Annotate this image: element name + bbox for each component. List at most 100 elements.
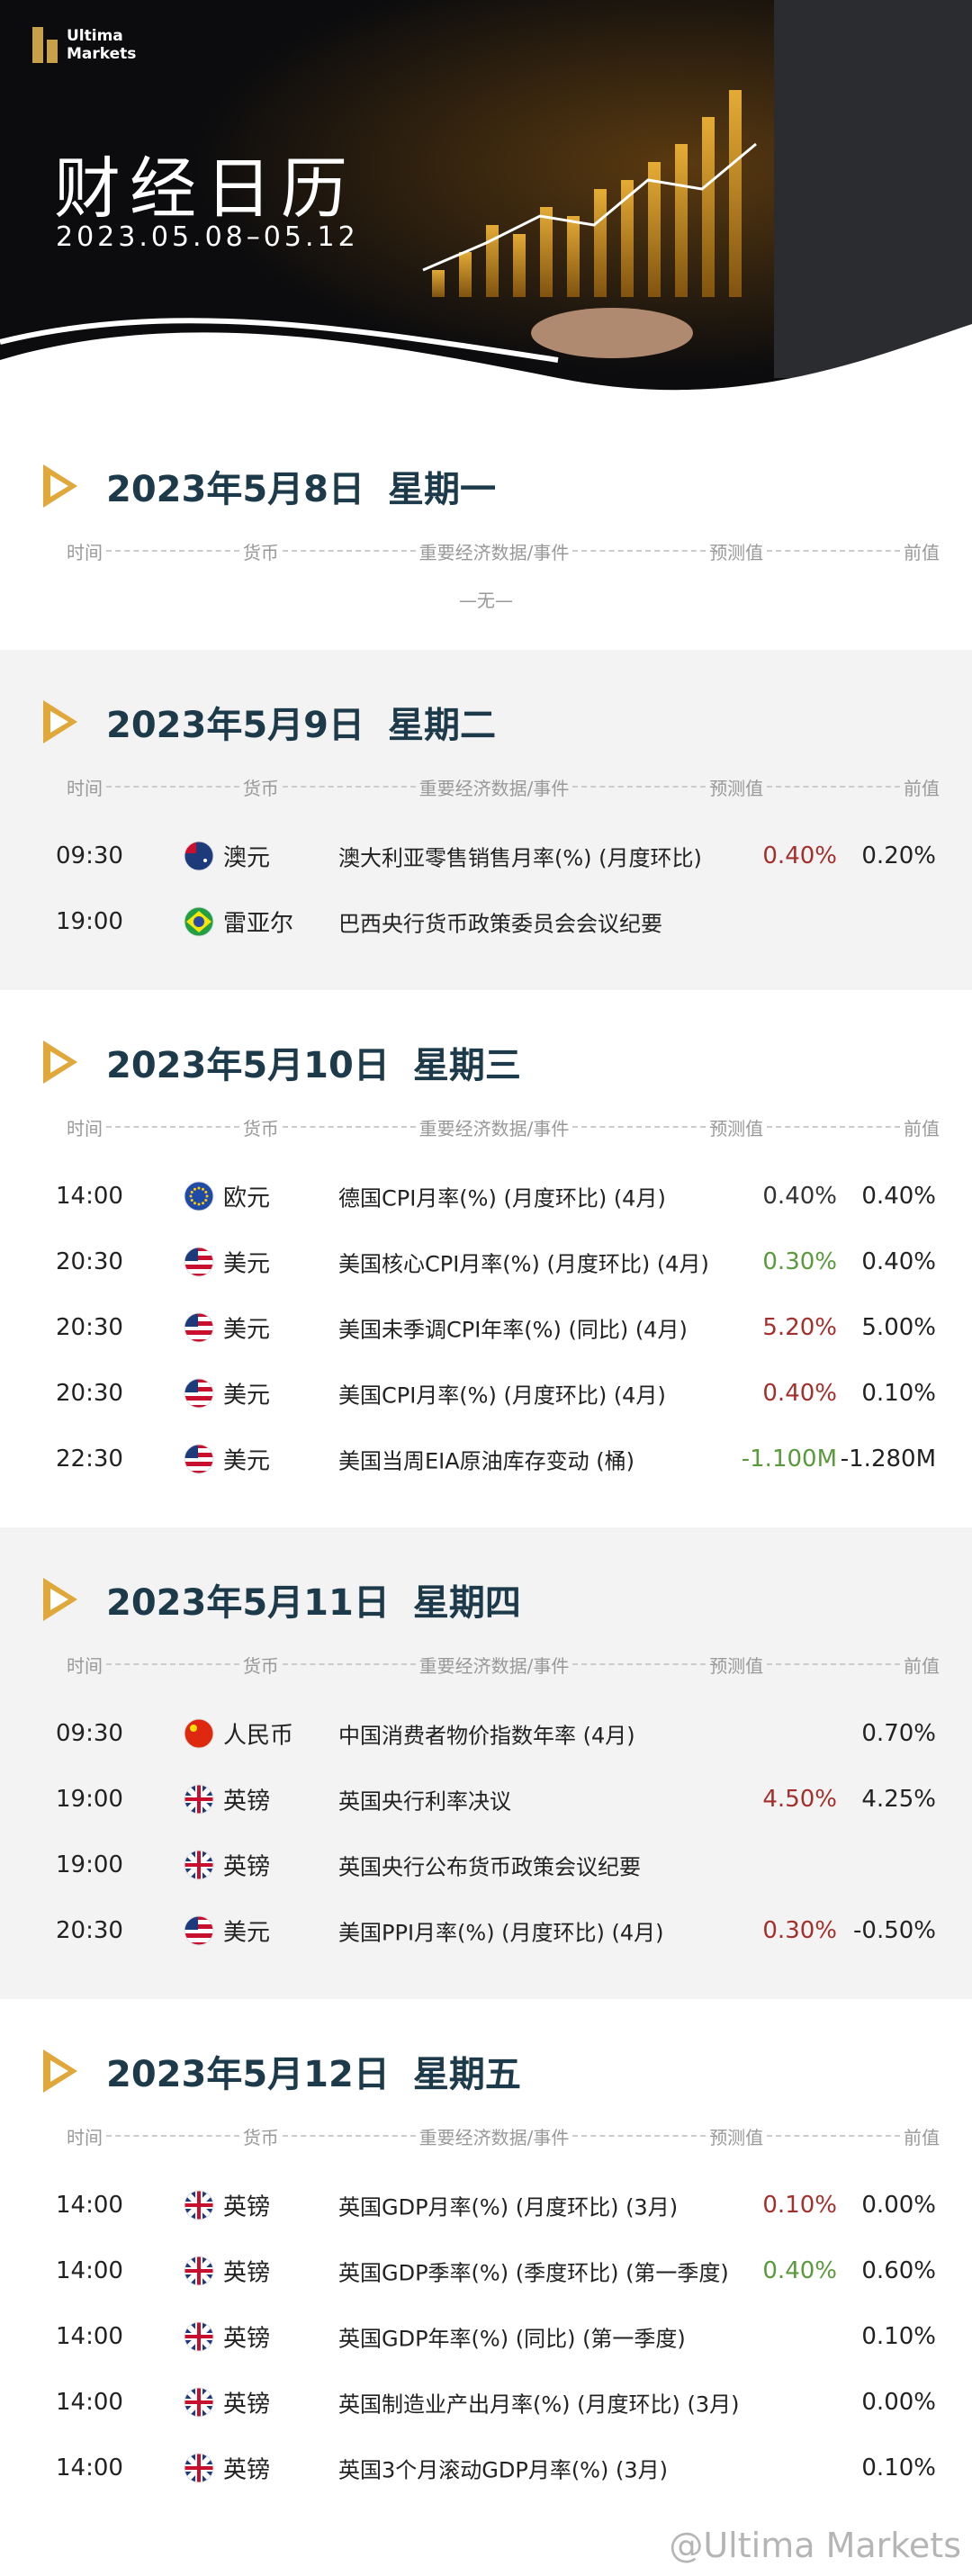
column-label: 时间 (67, 541, 103, 563)
flag-ring (184, 1718, 214, 1748)
flag-icon (184, 1181, 214, 1211)
currency: 英镑 (223, 2259, 271, 2286)
flag-part (204, 1198, 208, 1202)
flag-part (184, 1456, 213, 1462)
event-row: 20:30 美元 美国CPI月率(%) (月度环比) (4月) 0.40% 0.10% (0, 1360, 972, 1426)
flag-body (184, 906, 213, 936)
column-label: 货币 (242, 2126, 279, 2148)
day-icon-shape (50, 711, 68, 733)
event-time: 19:00 (56, 907, 123, 935)
flag-part (184, 1452, 213, 1457)
flag-body (184, 1247, 213, 1276)
date-range: 2023.05.08–05.12 (56, 221, 359, 253)
column-label: 预测值 (709, 1117, 764, 1139)
day-section: 2023年5月9日 星期二 时间 货币 重要经济数据/事件 预测值 前值 09:30 澳元 澳大利… (0, 650, 972, 990)
flag-body (184, 1312, 213, 1342)
event-row: 22:30 美元 美国当周EIA原油库存变动 (桶) -1.100M -1.280M (0, 1426, 972, 1491)
forecast: 5.20% (762, 1313, 837, 1341)
page-title: 财经日历 (54, 150, 356, 228)
flag-part (184, 1919, 213, 1924)
day-date: 2023年5月11日 (106, 1582, 390, 1624)
previous: 5.00% (861, 1313, 936, 1341)
flag-part (184, 1312, 213, 1317)
column-label: 时间 (67, 777, 103, 799)
column-label: 前值 (904, 1654, 940, 1677)
day-icon (43, 464, 77, 508)
event-name: 中国消费者物价指数年率 (4月) (338, 1723, 635, 1748)
day-heading: 2023年5月11日 星期四 (0, 1572, 972, 1626)
flag-ring (184, 906, 214, 936)
column-divider (572, 550, 706, 552)
event-row: 19:00 雷亚尔 巴西央行货币政策委员会会议纪要 (0, 888, 972, 954)
day-section: 2023年5月8日 星期一 时间 货币 重要经济数据/事件 预测值 前值 —无— (0, 414, 972, 650)
forecast: 0.40% (762, 2256, 837, 2284)
event-row: 14:00 欧元 德国CPI月率(%) (月度环比) (4月) 0.40% 0.40% (0, 1163, 972, 1229)
column-divider (767, 550, 900, 552)
previous: 4.25% (861, 1785, 936, 1813)
day-date: 2023年5月9日 (106, 705, 364, 746)
day-weekday: 星期一 (388, 469, 496, 510)
flag-part (197, 1202, 201, 1205)
column-label: 重要经济数据/事件 (418, 2126, 570, 2148)
flag-part (184, 1273, 213, 1276)
day-icon-shape (50, 475, 68, 497)
flag-body (184, 841, 213, 870)
event-time: 14:00 (56, 1182, 123, 1210)
previous: 0.00% (861, 2191, 936, 2219)
day-weekday: 星期四 (412, 1582, 521, 1624)
event-name: 美国未季调CPI年率(%) (同比) (4月) (338, 1317, 688, 1342)
flag-part (184, 2334, 213, 2338)
flag-part (184, 1915, 213, 1920)
event-time: 14:00 (56, 2191, 123, 2219)
flag-ring (184, 1915, 214, 1945)
day-heading: 2023年5月12日 星期五 (0, 2044, 972, 2098)
event-time: 22:30 (56, 1445, 123, 1473)
flag-part (184, 1941, 213, 1945)
flag-part (184, 1325, 213, 1330)
forecast: 0.40% (762, 1379, 837, 1407)
previous: -0.50% (853, 1916, 936, 1944)
logo: Ultima Markets (67, 27, 137, 63)
column-divider (282, 1126, 416, 1128)
currency: 澳元 (223, 844, 271, 871)
previous: 0.10% (861, 2454, 936, 2481)
column-label: 预测值 (709, 541, 764, 563)
flag-ring (184, 1444, 214, 1473)
flag-part (184, 841, 213, 870)
flag-part (203, 858, 207, 862)
flag-ring (184, 2453, 214, 2482)
day-heading: 2023年5月10日 星期三 (0, 1035, 972, 1089)
column-label: 货币 (242, 1117, 279, 1139)
forecast: -1.100M (741, 1445, 837, 1473)
flag-ring (184, 2256, 214, 2285)
currency: 美元 (223, 1316, 271, 1343)
flag-ring (184, 2387, 214, 2417)
column-divider (572, 786, 706, 788)
flag-icon (184, 2190, 214, 2220)
flag-part (184, 1247, 198, 1261)
event-time: 19:00 (56, 1851, 123, 1878)
flag-part (184, 1470, 213, 1473)
column-header: 时间 货币 重要经济数据/事件 预测值 前值 (67, 2118, 940, 2154)
column-divider (106, 1663, 239, 1665)
event-time: 20:30 (56, 1916, 123, 1944)
column-header: 时间 货币 重要经济数据/事件 预测值 前值 (67, 1646, 940, 1682)
previous: 0.40% (861, 1182, 936, 1210)
event-name: 美国当周EIA原油库存变动 (桶) (338, 1448, 635, 1473)
flag-ring (184, 1247, 214, 1276)
column-divider (282, 1663, 416, 1665)
flag-body (184, 1181, 213, 1211)
flag-icon (184, 2256, 214, 2285)
flag-part (184, 1937, 213, 1942)
flag-part (184, 1378, 213, 1383)
previous: -1.280M (840, 1445, 936, 1473)
column-divider (106, 2135, 239, 2137)
event-name: 英国制造业产出月率(%) (月度环比) (3月) (338, 2391, 740, 2417)
event-row: 19:00 英镑 英国央行公布货币政策会议纪要 (0, 1832, 972, 1897)
flag-part (184, 1862, 213, 1867)
day-icon (43, 700, 77, 743)
flag-part (184, 1255, 213, 1260)
previous: 0.40% (861, 1247, 936, 1275)
flag-part (184, 1264, 213, 1269)
flag-part (189, 1194, 193, 1197)
